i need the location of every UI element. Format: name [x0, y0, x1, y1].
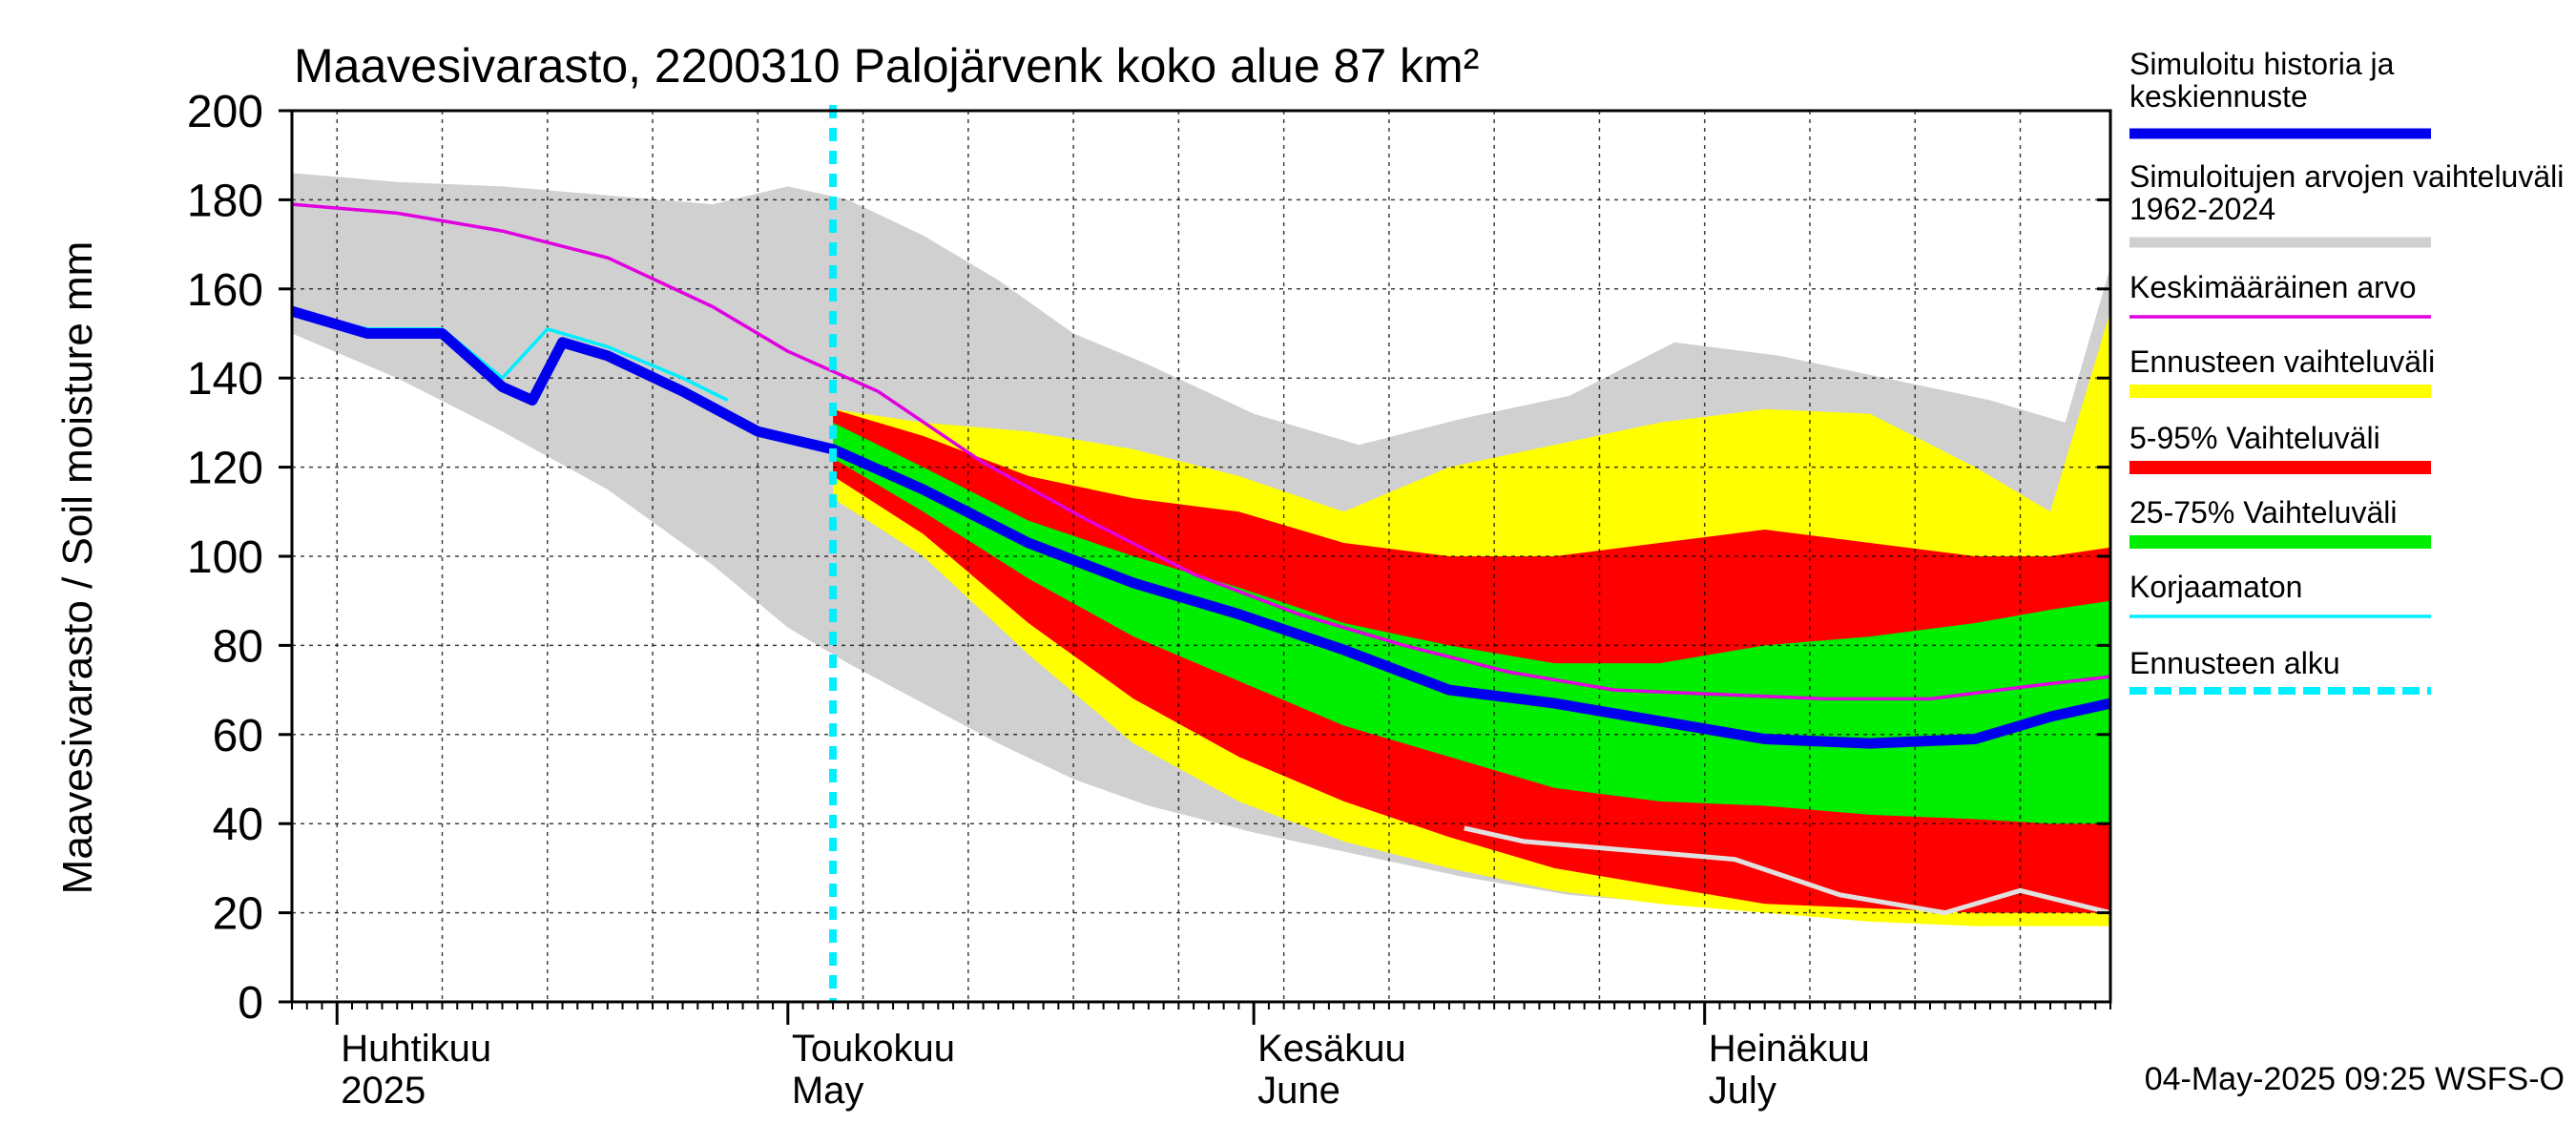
x-month-label-fi: Heinäkuu	[1709, 1028, 1870, 1070]
x-month-label-en: June	[1257, 1070, 1340, 1112]
x-month-label-fi: Toukokuu	[792, 1028, 955, 1070]
x-month-label-en: 2025	[341, 1070, 426, 1112]
forecast-bands	[292, 173, 2110, 926]
legend-label: Simuloitu historia ja	[2129, 47, 2395, 81]
x-month-label-en: July	[1709, 1070, 1776, 1112]
legend-label: 25-75% Vaihteluväli	[2129, 495, 2397, 530]
x-month-label-fi: Huhtikuu	[341, 1028, 491, 1070]
legend-label: 5-95% Vaihteluväli	[2129, 421, 2380, 455]
legend-label: Keskimääräinen arvo	[2129, 270, 2417, 304]
legend-label: 1962-2024	[2129, 192, 2275, 226]
series-lines	[290, 105, 2112, 1002]
line-keskim-r-inen-arvo	[291, 202, 2111, 701]
legend-label: Ennusteen vaihteluväli	[2129, 344, 2435, 379]
y-tick-label: 140	[187, 354, 263, 405]
y-axis-label: Maavesivarasto / Soil moisture mm	[54, 241, 101, 895]
chart-title: Maavesivarasto, 2200310 Palojärvenk koko…	[294, 39, 1479, 93]
y-tick-label: 200	[187, 87, 263, 137]
legend-label: Korjaamaton	[2129, 570, 2302, 604]
grid-lines	[292, 111, 2110, 1002]
x-month-label-fi: Kesäkuu	[1257, 1028, 1406, 1070]
y-tick-label: 180	[187, 176, 263, 226]
timestamp: 04-May-2025 09:25 WSFS-O	[2145, 1061, 2565, 1097]
y-tick-label: 40	[213, 800, 263, 850]
legend-label: Ennusteen alku	[2129, 646, 2340, 680]
y-tick-label: 20	[213, 889, 263, 940]
legend-label: Simuloitujen arvojen vaihteluväli	[2129, 159, 2564, 194]
line-simuloitu-historia-ja-keskiennuste	[290, 305, 2112, 749]
y-tick-label: 120	[187, 444, 263, 494]
line-series	[1464, 825, 2111, 916]
legend-label: keskiennuste	[2129, 79, 2308, 114]
x-month-label-en: May	[792, 1070, 864, 1112]
y-tick-label: 60	[213, 711, 263, 761]
y-tick-label: 0	[238, 978, 263, 1029]
y-tick-label: 80	[213, 621, 263, 672]
band-25-75-vaihteluv-li	[833, 422, 2110, 824]
y-tick-label: 100	[187, 532, 263, 583]
y-tick-label: 160	[187, 265, 263, 316]
